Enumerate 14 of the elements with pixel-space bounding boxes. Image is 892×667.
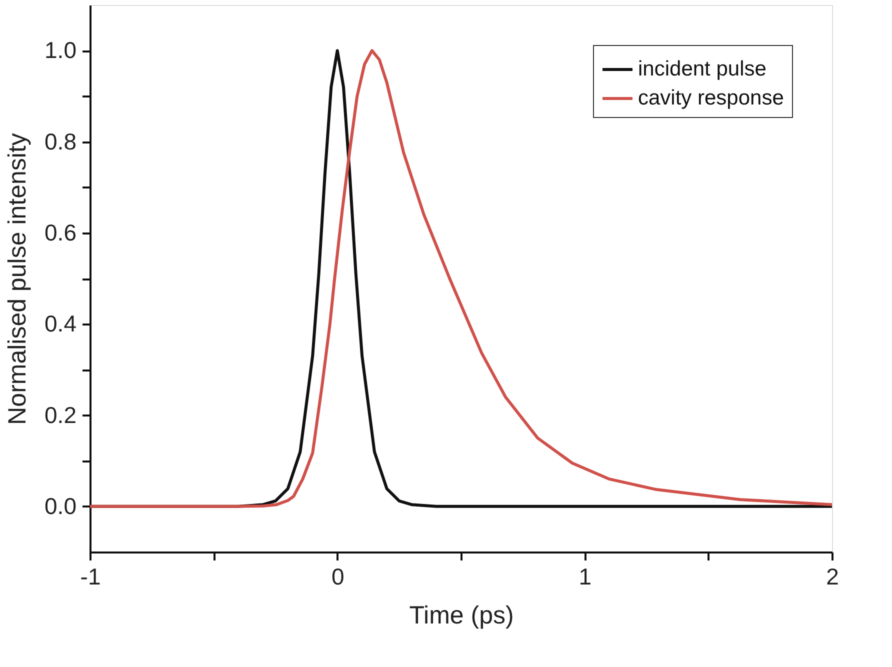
y-tick-label: 0.2 [44, 402, 76, 428]
y-tick-label: 0.6 [44, 219, 76, 246]
x-tick-label: 0 [331, 564, 344, 590]
y-tick-label: 1.0 [44, 37, 76, 64]
y-axis-title: Normalised pulse intensity [4, 132, 32, 425]
x-tick-label: -1 [80, 564, 101, 590]
y-tick-label: 0.4 [44, 310, 77, 337]
legend-label: incident pulse [638, 58, 766, 80]
legend-label: cavity response [638, 86, 784, 110]
y-tick-label: 0.0 [44, 492, 76, 519]
x-tick-label: 2 [826, 564, 839, 590]
y-tick-label: 0.8 [44, 128, 76, 154]
x-tick-label: 1 [578, 564, 592, 590]
x-axis-title: Time (ps) [409, 602, 514, 630]
